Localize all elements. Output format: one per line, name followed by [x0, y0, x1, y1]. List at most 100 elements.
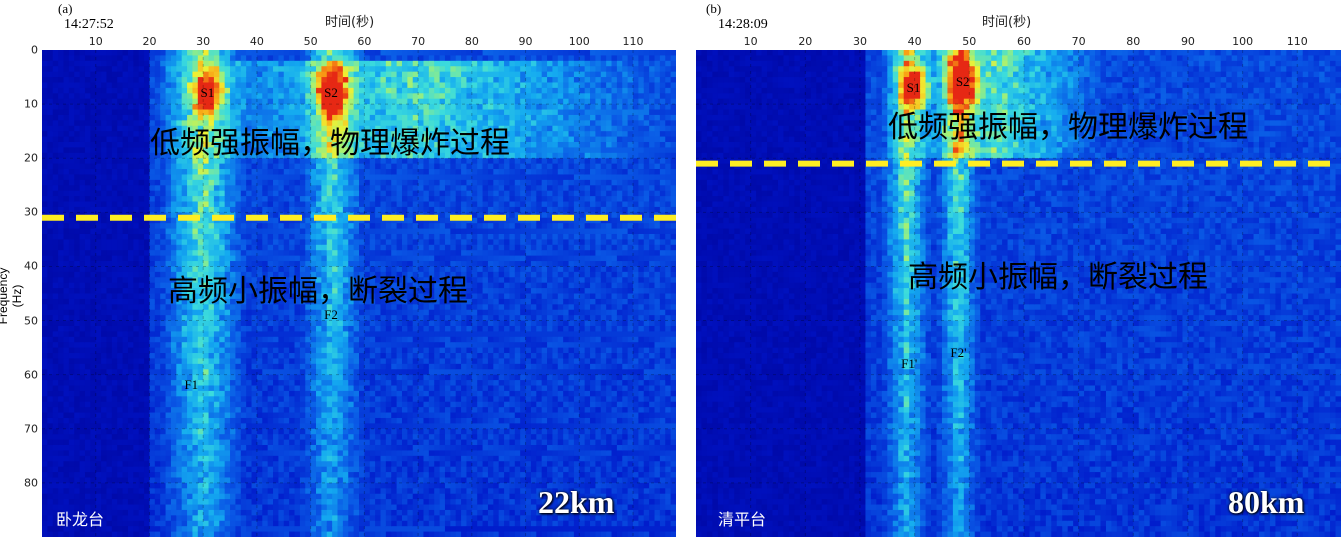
- spectrogram-cell: [117, 190, 124, 197]
- spectrogram-cell: [267, 428, 274, 435]
- spectrogram-cell: [42, 277, 48, 284]
- spectrogram-cell: [273, 104, 279, 111]
- spectrogram-cell: [127, 244, 134, 251]
- spectrogram-cell: [262, 293, 269, 300]
- spectrogram-cell: [289, 450, 296, 457]
- spectrogram-cell: [278, 50, 285, 57]
- spectrogram-cell: [197, 239, 204, 246]
- spectrogram-cell: [321, 66, 328, 73]
- spectrogram-cell: [267, 304, 274, 311]
- spectrogram-cell: [310, 266, 317, 273]
- spectrogram-cell: [326, 82, 333, 89]
- spectrogram-cell: [165, 66, 172, 73]
- spectrogram-cell: [251, 509, 258, 516]
- spectrogram-cell: [305, 526, 312, 533]
- spectrogram-cell: [101, 179, 108, 186]
- spectrogram-cell: [74, 309, 81, 316]
- spectrogram-cell: [138, 196, 145, 203]
- spectrogram-cell: [79, 396, 86, 403]
- spectrogram-cell: [165, 190, 172, 197]
- spectrogram-cell: [144, 282, 151, 289]
- spectrogram-cell: [95, 158, 102, 165]
- spectrogram-cell: [176, 304, 183, 311]
- spectrogram-cell: [305, 493, 312, 500]
- spectrogram-cell: [326, 163, 333, 170]
- spectrogram-cell: [74, 353, 81, 360]
- spectrogram-cell: [294, 66, 301, 73]
- spectrogram-cell: [278, 87, 285, 94]
- spectrogram-cell: [283, 277, 290, 284]
- spectrogram-cell: [246, 526, 253, 533]
- spectrogram-cell: [181, 98, 188, 105]
- spectrogram-cell: [326, 450, 333, 457]
- spectrogram-cell: [68, 185, 75, 192]
- spectrogram-cell: [101, 255, 108, 262]
- spectrogram-cell: [170, 131, 177, 138]
- spectrogram-cell: [63, 271, 70, 278]
- spectrogram-cell: [262, 93, 269, 100]
- spectrogram-cell: [84, 482, 91, 489]
- spectrogram-cell: [310, 217, 317, 224]
- spectrogram-cell: [106, 212, 113, 219]
- spectrogram-cell: [58, 434, 65, 441]
- spectrogram-cell: [224, 244, 231, 251]
- spectrogram-cell: [165, 417, 172, 424]
- spectrogram-cell: [224, 163, 231, 170]
- spectrogram-cell: [106, 141, 113, 148]
- spectrogram-cell: [283, 374, 290, 381]
- spectrogram-cell: [42, 450, 48, 457]
- spectrogram-cell: [106, 217, 113, 224]
- spectrogram-cell: [90, 504, 97, 511]
- spectrogram-cell: [63, 369, 70, 376]
- spectrogram-cell: [246, 282, 253, 289]
- spectrogram-cell: [149, 223, 156, 230]
- spectrogram-cell: [305, 277, 312, 284]
- spectrogram-cell: [154, 87, 161, 94]
- spectrogram-cell: [316, 363, 322, 370]
- spectrogram-cell: [154, 66, 161, 73]
- spectrogram-cell: [203, 239, 210, 246]
- spectrogram-cell: [235, 428, 242, 435]
- spectrogram-cell: [283, 93, 290, 100]
- spectrogram-cell: [326, 233, 333, 240]
- spectrogram-cell: [203, 428, 210, 435]
- spectrogram-cell: [111, 450, 118, 457]
- spectrogram-cell: [74, 66, 81, 73]
- spectrogram-cell: [299, 434, 306, 441]
- spectrogram-cell: [235, 77, 242, 84]
- spectrogram-cell: [187, 423, 194, 430]
- spectrogram-cell: [176, 98, 183, 105]
- spectrogram-cell: [149, 174, 156, 181]
- spectrogram-cell: [144, 163, 151, 170]
- spectrogram-cell: [305, 309, 312, 316]
- spectrogram-cell: [273, 109, 279, 116]
- spectrogram-cell: [58, 206, 65, 213]
- spectrogram-cell: [79, 277, 86, 284]
- spectrogram-cell: [278, 185, 285, 192]
- spectrogram-cell: [267, 520, 274, 527]
- spectrogram-cell: [246, 82, 253, 89]
- spectrogram-cell: [58, 228, 65, 235]
- spectrogram-cell: [326, 55, 333, 62]
- spectrogram-cell: [90, 55, 97, 62]
- spectrogram-cell: [117, 87, 124, 94]
- spectrogram-cell: [240, 428, 247, 435]
- spectrogram-cell: [273, 293, 279, 300]
- spectrogram-cell: [294, 509, 301, 516]
- spectrogram-cell: [278, 223, 285, 230]
- spectrogram-cell: [316, 509, 322, 516]
- spectrogram-cell: [262, 261, 269, 268]
- spectrogram-cell: [122, 190, 129, 197]
- spectrogram-cell: [42, 239, 48, 246]
- spectrogram-cell: [321, 369, 328, 376]
- spectrogram-cell: [176, 266, 183, 273]
- spectrogram-cell: [321, 190, 328, 197]
- spectrogram-cell: [224, 120, 231, 127]
- spectrogram-cell: [251, 152, 258, 159]
- spectrogram-cell: [52, 174, 59, 181]
- spectrogram-cell: [68, 347, 75, 354]
- spectrogram-cell: [251, 288, 258, 295]
- spectrogram-cell: [262, 152, 269, 159]
- spectrogram-cell: [240, 93, 247, 100]
- spectrogram-cell: [256, 504, 263, 511]
